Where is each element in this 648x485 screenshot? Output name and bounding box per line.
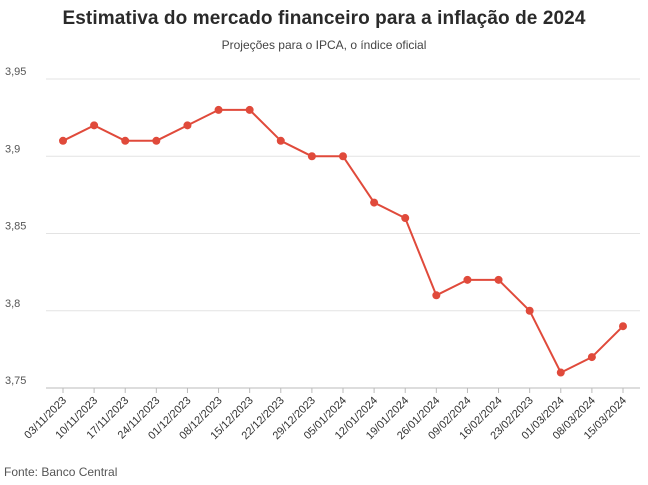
y-tick-label: 3,8 bbox=[5, 298, 20, 310]
data-point[interactable] bbox=[339, 152, 347, 161]
data-point[interactable] bbox=[432, 291, 441, 300]
chart-title: Estimativa do mercado financeiro para a … bbox=[62, 8, 586, 29]
data-point[interactable] bbox=[525, 306, 534, 315]
y-tick-label: 3,95 bbox=[5, 66, 26, 78]
data-point[interactable] bbox=[121, 136, 130, 145]
x-axis-ticks: 03/11/202310/11/202317/11/202324/11/2023… bbox=[22, 388, 629, 442]
y-tick-label: 3,9 bbox=[5, 143, 20, 155]
y-tick-label: 3,75 bbox=[5, 375, 26, 387]
y-axis-ticks: 3,75 3,8 3,85 3,9 3,95 bbox=[5, 66, 26, 387]
gridlines bbox=[46, 78, 640, 389]
data-point[interactable] bbox=[59, 136, 67, 145]
data-point[interactable] bbox=[245, 105, 254, 114]
series-line bbox=[62, 108, 624, 374]
data-point[interactable] bbox=[401, 214, 410, 223]
data-point[interactable] bbox=[494, 275, 503, 284]
data-point[interactable] bbox=[90, 121, 99, 130]
source-note: Fonte: Banco Central bbox=[4, 465, 118, 479]
data-point[interactable] bbox=[619, 322, 627, 331]
data-point[interactable] bbox=[214, 105, 223, 114]
data-point[interactable] bbox=[587, 353, 596, 362]
data-point[interactable] bbox=[276, 136, 285, 145]
data-point[interactable] bbox=[370, 198, 379, 207]
data-point[interactable] bbox=[183, 121, 192, 130]
chart-subtitle: Projeções para o IPCA, o índice oficial bbox=[221, 38, 427, 52]
series-layer bbox=[59, 105, 627, 377]
y-tick-label: 3,85 bbox=[5, 221, 26, 233]
data-point[interactable] bbox=[556, 368, 565, 377]
data-point[interactable] bbox=[152, 136, 161, 145]
data-point[interactable] bbox=[463, 275, 472, 284]
data-point[interactable] bbox=[307, 152, 316, 161]
